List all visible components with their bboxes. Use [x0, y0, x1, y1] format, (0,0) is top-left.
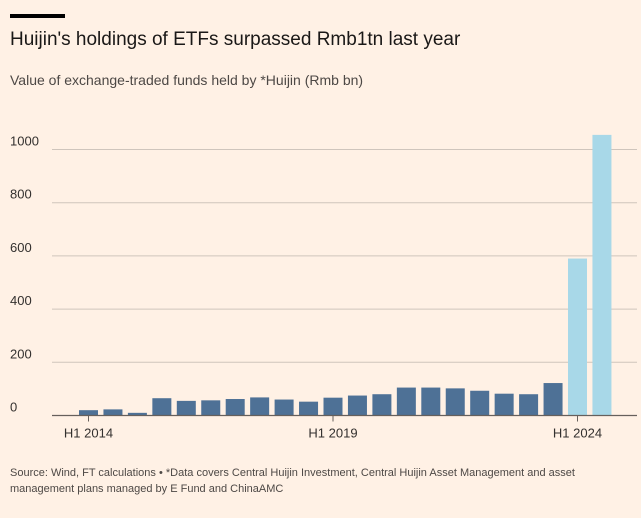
y-tick-label: 200	[10, 346, 32, 361]
bar	[225, 399, 245, 416]
bar	[347, 395, 367, 416]
bar	[274, 399, 294, 416]
bar	[396, 387, 416, 416]
bar	[176, 400, 196, 416]
bar	[79, 410, 98, 416]
chart-title: Huijin's holdings of ETFs surpassed Rmb1…	[10, 29, 461, 50]
bar	[519, 394, 539, 416]
bar	[201, 400, 221, 416]
bar	[299, 401, 319, 416]
source-note: Source: Wind, FT calculations • *Data co…	[10, 467, 575, 495]
header-accent-bar	[10, 14, 65, 18]
y-tick-label: 1000	[10, 134, 39, 149]
bar	[494, 393, 514, 416]
x-tick-label: H1 2019	[308, 426, 357, 441]
bar	[568, 258, 587, 416]
y-tick-label: 800	[10, 187, 32, 202]
bar	[127, 412, 147, 416]
bar	[152, 398, 172, 416]
bar	[103, 409, 123, 416]
bar	[470, 390, 490, 416]
bar	[592, 134, 612, 416]
y-tick-label: 600	[10, 240, 32, 255]
x-tick-label: H1 2014	[64, 426, 113, 441]
chart-subtitle: Value of exchange-traded funds held by *…	[10, 72, 364, 88]
bar	[323, 397, 343, 416]
y-tick-label: 0	[10, 400, 17, 415]
bar	[445, 388, 465, 416]
x-tick-label: H1 2024	[553, 426, 602, 441]
bar	[543, 383, 563, 416]
bar	[372, 394, 392, 416]
y-tick-label: 400	[10, 293, 32, 308]
bar	[250, 397, 270, 416]
bar-chart: 0 200 400 600 800 1000 H1 2014 H1 2019 H1 2024	[10, 134, 637, 441]
bar	[421, 387, 441, 416]
